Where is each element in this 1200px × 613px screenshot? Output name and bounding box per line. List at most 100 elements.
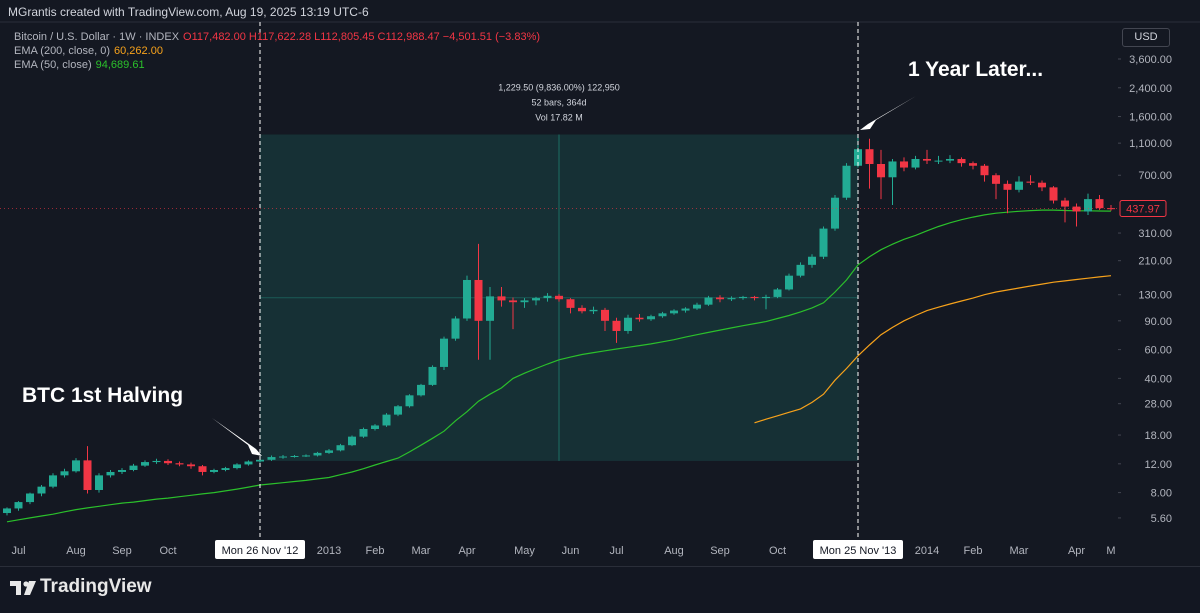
legend-row: Bitcoin / U.S. Dollar · 1W · INDEX O117,4… bbox=[14, 30, 540, 44]
candle-body bbox=[923, 158, 931, 161]
candle-body bbox=[417, 384, 425, 396]
candle-body bbox=[543, 295, 552, 299]
legend-row: EMA (200, close, 0) 60,262.00 bbox=[14, 44, 540, 58]
measure-label: 1,229.50 (9,836.00%) 122,950 bbox=[498, 83, 620, 93]
y-tick-label: 3,600.00 bbox=[1129, 54, 1172, 66]
x-tick-label: Mar bbox=[1010, 545, 1029, 557]
x-tick-label: Apr bbox=[1068, 545, 1085, 557]
candle-body bbox=[1049, 187, 1058, 201]
candle-body bbox=[486, 296, 494, 321]
annotation: 1 Year Later... bbox=[908, 58, 1043, 81]
candle-body bbox=[95, 475, 103, 490]
x-tick-label: Aug bbox=[66, 545, 86, 557]
candle-body bbox=[773, 289, 782, 297]
legend-row: EMA (50, close) 94,689.61 bbox=[14, 58, 540, 72]
candle-body bbox=[911, 158, 920, 168]
marker-label-box bbox=[813, 540, 903, 559]
x-tick-label: Jul bbox=[609, 545, 623, 557]
annotation-arrow bbox=[212, 418, 262, 456]
candle-body bbox=[49, 475, 57, 487]
x-tick-label: 2013 bbox=[317, 545, 341, 557]
candle-body bbox=[267, 457, 276, 460]
candle-body bbox=[371, 425, 379, 430]
candle-body bbox=[1038, 182, 1046, 188]
candle-body bbox=[325, 450, 333, 453]
candle-body bbox=[900, 161, 908, 168]
symbol: Bitcoin / U.S. Dollar · 1W · INDEX bbox=[14, 31, 180, 43]
y-tick-label: 2,400.00 bbox=[1129, 83, 1172, 95]
y-tick-label: 18.00 bbox=[1144, 430, 1172, 442]
candle-body bbox=[382, 414, 391, 426]
candle-body bbox=[60, 471, 69, 476]
candle-body bbox=[1107, 208, 1115, 210]
candle-body bbox=[394, 406, 402, 415]
y-tick-label: 700.00 bbox=[1138, 170, 1172, 182]
candle-body bbox=[888, 161, 897, 178]
candle-body bbox=[175, 463, 184, 465]
candle-body bbox=[1003, 183, 1012, 190]
axes: 5.60 8.00 12.00 18.00 28.00 40.00 60.00 90.00 13… bbox=[0, 22, 1172, 559]
legend-value: 94,689.61 bbox=[95, 59, 145, 71]
candle-body bbox=[1072, 206, 1081, 212]
candle-body bbox=[405, 395, 414, 407]
candle-body bbox=[865, 149, 874, 164]
price-tag-label: 437.97 bbox=[1126, 204, 1160, 216]
x-tick-label: M bbox=[1106, 545, 1115, 557]
credit: MGrantis created with TradingView.com, A… bbox=[8, 5, 369, 19]
currency-button[interactable]: USD bbox=[1122, 28, 1170, 47]
candle-body bbox=[198, 466, 207, 472]
x-tick-label: Feb bbox=[964, 545, 983, 557]
candle-body bbox=[520, 300, 529, 303]
legend-name: EMA (200, close, 0) bbox=[14, 45, 110, 57]
legend-value: 60,262.00 bbox=[114, 45, 163, 57]
annotation: BTC 1st Halving bbox=[22, 384, 183, 407]
x-tick-label: 2014 bbox=[915, 545, 939, 557]
plot-area: 1,229.50 (9,836.00%) 122,950 52 bars, 364… bbox=[3, 83, 1115, 523]
candle-body bbox=[14, 502, 23, 509]
candle-body bbox=[555, 295, 563, 300]
x-tick-label: Feb bbox=[366, 545, 385, 557]
candle-body bbox=[1015, 181, 1023, 190]
candle-body bbox=[256, 459, 264, 462]
candle-body bbox=[739, 296, 747, 299]
candle-body bbox=[290, 455, 299, 457]
candle-body bbox=[1095, 199, 1104, 209]
legend-name: EMA (50, close) bbox=[14, 59, 92, 71]
price-tag bbox=[1119, 200, 1167, 218]
candle-body bbox=[164, 460, 172, 464]
candle-body bbox=[210, 470, 218, 472]
x-tick-label: Sep bbox=[710, 545, 730, 557]
candle-body bbox=[141, 462, 149, 466]
marker-label: Mon 26 Nov '12 bbox=[222, 545, 299, 557]
candle-body bbox=[796, 264, 805, 276]
candle-body bbox=[509, 300, 517, 303]
candle-body bbox=[727, 298, 736, 300]
candle-body bbox=[83, 460, 92, 490]
candle-body bbox=[313, 452, 322, 456]
candle-body bbox=[497, 296, 506, 301]
y-tick-label: 60.00 bbox=[1144, 345, 1172, 357]
candle-body bbox=[129, 465, 138, 471]
candle-body bbox=[831, 197, 839, 229]
measure-label: Vol 17.82 M bbox=[535, 113, 583, 123]
y-tick-label: 210.00 bbox=[1138, 256, 1172, 268]
ema-line bbox=[6, 209, 1112, 523]
candle-body bbox=[566, 299, 575, 308]
candle-body bbox=[681, 308, 690, 311]
candle-body bbox=[750, 296, 759, 299]
candle-body bbox=[589, 309, 598, 312]
candle-body bbox=[221, 468, 230, 471]
candle-body bbox=[624, 317, 632, 331]
candle-body bbox=[463, 279, 471, 319]
candle-body bbox=[187, 464, 195, 467]
y-tick-label: 1,100.00 bbox=[1129, 138, 1172, 150]
chart: 1,229.50 (9,836.00%) 122,950 52 bars, 364… bbox=[0, 21, 1200, 559]
brand[interactable]: TradingView bbox=[40, 576, 152, 597]
logo-icon bbox=[10, 581, 36, 595]
candle-body bbox=[647, 316, 655, 320]
candle-body bbox=[658, 313, 667, 317]
candle-body bbox=[819, 228, 828, 257]
y-tick-label: 5.60 bbox=[1151, 513, 1172, 525]
candle-body bbox=[26, 493, 34, 503]
